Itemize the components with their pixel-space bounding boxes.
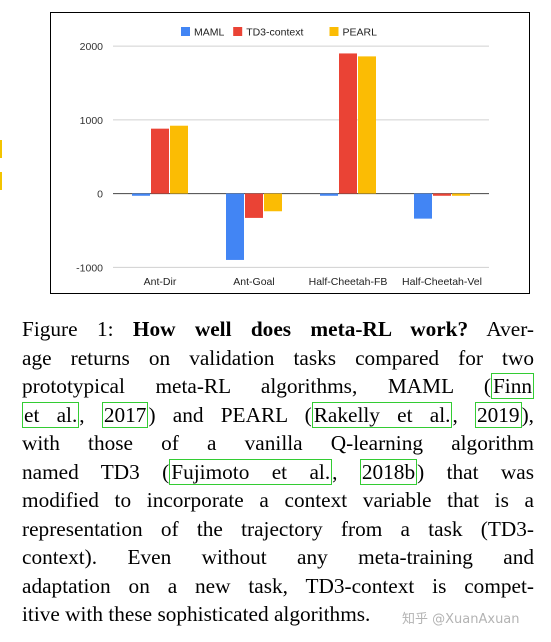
bar xyxy=(320,193,338,196)
bar xyxy=(452,193,470,196)
legend-label: MAML xyxy=(194,27,224,39)
caption-text: prototypical meta-RL algorithms, MAML ( xyxy=(22,374,491,398)
left-edge-mark xyxy=(0,172,2,190)
citation-link[interactable]: et al. xyxy=(22,401,80,428)
x-tick-label: Half-Cheetah-Vel xyxy=(402,276,482,288)
legend-swatch xyxy=(329,27,339,36)
bar xyxy=(264,193,282,212)
caption-line: context). Even without any meta-training… xyxy=(22,543,534,572)
caption-line: itive with these sophisticated algorithm… xyxy=(22,600,534,629)
bar xyxy=(414,193,432,219)
caption-line: prototypical meta-RL algorithms, MAML (F… xyxy=(22,372,534,401)
caption-line: with those of a vanilla Q-learning algor… xyxy=(22,429,534,458)
x-tick-label: Ant-Dir xyxy=(144,276,177,288)
caption-text: , xyxy=(79,402,102,427)
caption-text: Aver- xyxy=(468,317,535,341)
figure-chart: -1000 0 1000 2000 Ant-Dir Ant-Goal Half-Cheeta… xyxy=(50,12,530,294)
y-tick-label: 0 xyxy=(97,189,103,201)
caption-text: named TD3 ( xyxy=(22,459,170,484)
legend-swatch xyxy=(233,27,243,36)
bar xyxy=(245,193,263,218)
caption-line: age returns on validation tasks compared… xyxy=(22,344,534,373)
caption-line: named TD3 (Fujimoto et al., 2018b) that … xyxy=(22,458,534,487)
left-edge-mark xyxy=(0,140,2,158)
y-tick-label: 1000 xyxy=(80,115,104,127)
caption-text: with those of a vanilla Q-learning algor… xyxy=(22,431,534,455)
caption-text: adaptation on a new task, TD3-context is… xyxy=(22,573,534,598)
caption-bold-text: How well does meta-RL work? xyxy=(132,317,469,341)
caption-text: context). Even without any meta-training… xyxy=(22,545,534,569)
caption-text: ) that was xyxy=(417,459,534,484)
caption-line: et al., 2017) and PEARL (Rakelly et al.,… xyxy=(22,401,534,430)
caption-text: ), xyxy=(521,402,534,427)
caption-text: Figure 1: xyxy=(22,317,133,341)
caption-text: , xyxy=(332,459,360,484)
caption-line: adaptation on a new task, TD3-context is… xyxy=(22,572,534,601)
citation-link[interactable]: Finn xyxy=(490,373,534,399)
caption-text: itive with these sophisticated algorithm… xyxy=(22,602,371,626)
bar xyxy=(151,128,169,194)
bar xyxy=(226,193,244,260)
citation-link[interactable]: 2017 xyxy=(101,401,149,428)
watermark: 知乎 @XuanAxuan xyxy=(402,612,520,627)
figure-caption: Figure 1: How well does meta-RL work? Av… xyxy=(22,315,534,629)
legend-label: PEARL xyxy=(343,27,378,39)
citation-link[interactable]: Fujimoto et al. xyxy=(169,458,333,485)
legend-label: TD3-context xyxy=(246,27,303,39)
caption-text: age returns on validation tasks compared… xyxy=(22,345,534,370)
bar xyxy=(358,56,376,194)
bar xyxy=(132,193,150,196)
x-tick-label: Half-Cheetah-FB xyxy=(309,276,388,288)
bar xyxy=(170,125,188,194)
bar xyxy=(339,53,357,194)
caption-text: representation of the trajectory from a … xyxy=(22,516,534,541)
caption-text: ) and PEARL ( xyxy=(148,402,312,427)
citation-link[interactable]: Rakelly et al. xyxy=(311,401,453,428)
x-tick-label: Ant-Goal xyxy=(233,276,274,288)
caption-line: modified to incorporate a context variab… xyxy=(22,486,534,515)
legend-swatch xyxy=(181,27,190,36)
bar-chart: -1000 0 1000 2000 Ant-Dir Ant-Goal Half-Cheeta… xyxy=(76,27,489,288)
caption-line: representation of the trajectory from a … xyxy=(22,515,534,544)
y-tick-label: 2000 xyxy=(80,41,104,53)
caption-text: modified to incorporate a context variab… xyxy=(22,488,534,512)
caption-line: Figure 1: How well does meta-RL work? Av… xyxy=(22,315,534,344)
caption-text: , xyxy=(452,402,475,427)
bar xyxy=(433,193,451,196)
y-tick-label: -1000 xyxy=(76,262,103,274)
citation-link[interactable]: 2018b xyxy=(359,458,418,485)
citation-link[interactable]: 2019 xyxy=(474,401,522,428)
